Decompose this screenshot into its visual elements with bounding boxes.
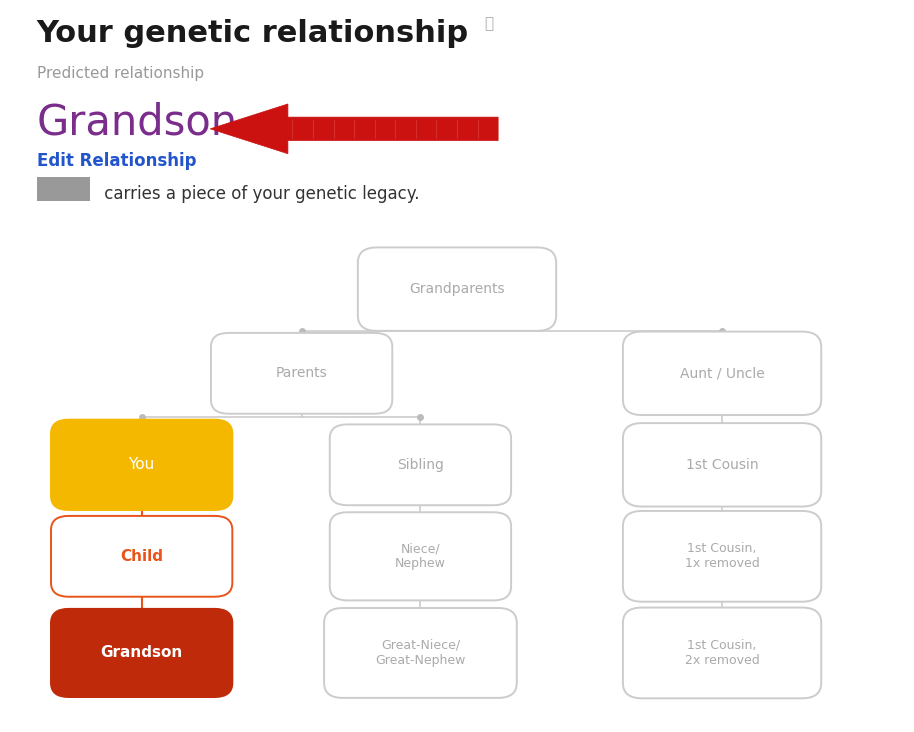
Text: Predicted relationship: Predicted relationship — [37, 66, 204, 81]
Text: Your genetic relationship: Your genetic relationship — [37, 19, 469, 48]
Text: 1st Cousin: 1st Cousin — [686, 458, 759, 472]
FancyBboxPatch shape — [51, 419, 232, 510]
FancyBboxPatch shape — [51, 609, 232, 697]
Text: Sibling: Sibling — [397, 458, 444, 472]
Text: 1st Cousin,
1x removed: 1st Cousin, 1x removed — [685, 542, 760, 570]
Text: Grandson: Grandson — [101, 646, 183, 660]
FancyBboxPatch shape — [357, 247, 556, 331]
Text: ⓘ: ⓘ — [484, 16, 494, 31]
Text: Aunt / Uncle: Aunt / Uncle — [680, 366, 764, 381]
FancyBboxPatch shape — [622, 423, 821, 507]
FancyBboxPatch shape — [324, 608, 516, 698]
Text: Grandson: Grandson — [37, 101, 238, 143]
FancyBboxPatch shape — [37, 177, 90, 201]
FancyBboxPatch shape — [330, 512, 511, 600]
FancyBboxPatch shape — [51, 516, 232, 597]
Text: Great-Niece/
Great-Nephew: Great-Niece/ Great-Nephew — [376, 639, 465, 667]
Text: Niece/
Nephew: Niece/ Nephew — [395, 542, 446, 570]
FancyBboxPatch shape — [622, 608, 821, 698]
Text: Child: Child — [120, 549, 164, 564]
Text: Parents: Parents — [276, 366, 327, 381]
FancyBboxPatch shape — [622, 511, 821, 602]
Text: Grandparents: Grandparents — [409, 282, 505, 296]
Text: carries a piece of your genetic legacy.: carries a piece of your genetic legacy. — [99, 185, 420, 203]
Text: 1st Cousin,
2x removed: 1st Cousin, 2x removed — [685, 639, 760, 667]
Text: You: You — [129, 458, 154, 472]
FancyBboxPatch shape — [211, 333, 392, 414]
FancyBboxPatch shape — [330, 425, 511, 505]
Polygon shape — [210, 104, 498, 154]
Text: Edit Relationship: Edit Relationship — [37, 152, 197, 171]
FancyBboxPatch shape — [622, 332, 821, 415]
